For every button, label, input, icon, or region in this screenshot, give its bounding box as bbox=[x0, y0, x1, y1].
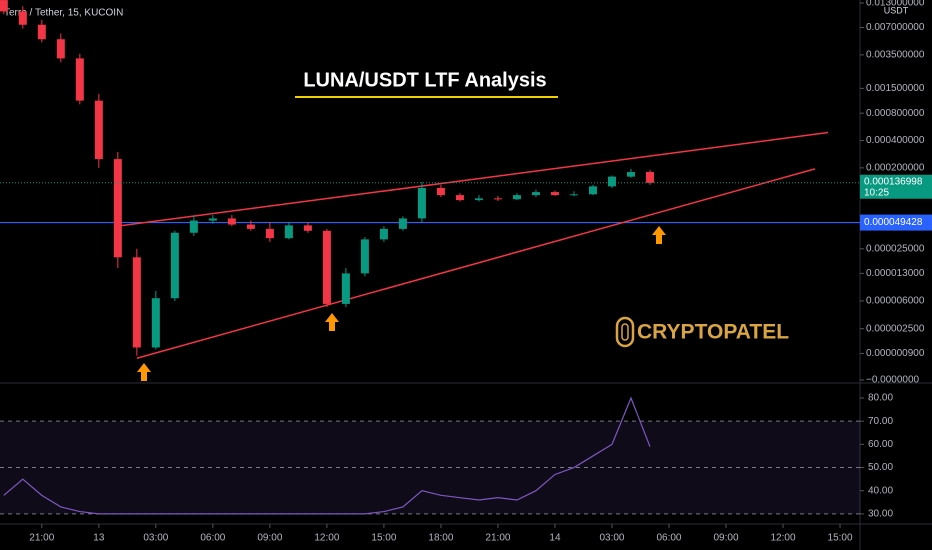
rsi-y-tick-label: 80.00 bbox=[868, 393, 893, 404]
arrow bbox=[325, 313, 339, 331]
rsi-y-tick-label: 40.00 bbox=[868, 485, 893, 496]
rsi-band bbox=[0, 421, 860, 514]
candle-body bbox=[113, 159, 122, 258]
candle-body bbox=[37, 24, 46, 40]
candle-body bbox=[607, 176, 616, 187]
arrow bbox=[137, 363, 151, 381]
candle-body bbox=[246, 224, 255, 229]
candle-body bbox=[531, 192, 540, 196]
x-tick-label: 15:00 bbox=[828, 533, 853, 544]
logo-icon bbox=[621, 323, 629, 341]
candle-body bbox=[360, 239, 369, 274]
arrow bbox=[652, 226, 666, 244]
x-tick-label: 09:00 bbox=[713, 533, 738, 544]
y-tick-label: 0.000200000 bbox=[866, 163, 925, 174]
candle-body bbox=[645, 172, 654, 183]
x-tick-label: 03:00 bbox=[599, 533, 624, 544]
last-price-box bbox=[860, 174, 932, 199]
trendline bbox=[136, 168, 816, 359]
candle-body bbox=[341, 273, 350, 304]
candle-body bbox=[189, 220, 198, 233]
candle-body bbox=[208, 218, 217, 221]
candle-body bbox=[626, 172, 635, 177]
candle-body bbox=[0, 0, 8, 12]
x-tick-label: 06:00 bbox=[656, 533, 681, 544]
candle-body bbox=[474, 198, 483, 201]
arrows bbox=[137, 226, 666, 381]
x-tick-label: 14 bbox=[549, 533, 561, 544]
candle-body bbox=[151, 298, 160, 348]
rsi-y-tick-label: 30.00 bbox=[868, 509, 893, 520]
candle-body bbox=[417, 187, 426, 219]
y-tick-label: 0.000025000 bbox=[866, 243, 925, 254]
candle-body bbox=[322, 230, 331, 304]
candle-body bbox=[512, 195, 521, 200]
candle-body bbox=[550, 192, 559, 196]
x-tick-label: 06:00 bbox=[200, 533, 225, 544]
candle-body bbox=[569, 194, 578, 196]
rsi-y-tick-label: 50.00 bbox=[868, 462, 893, 473]
y-tick-label: 0.000002500 bbox=[866, 323, 925, 334]
logo-icon bbox=[615, 316, 635, 348]
trendline bbox=[116, 131, 829, 227]
x-tick-label: 12:00 bbox=[314, 533, 339, 544]
symbol: Terra / Tether, 15, KUCOIN bbox=[4, 8, 123, 19]
x-tick-label: 21:00 bbox=[485, 533, 510, 544]
candle-body bbox=[436, 187, 445, 196]
x-tick-label: 12:00 bbox=[771, 533, 796, 544]
y-tick-label: −0.0000000 bbox=[866, 375, 920, 386]
candle-body bbox=[303, 225, 312, 231]
x-tick-label: 03:00 bbox=[143, 533, 168, 544]
x-tick-label: 13 bbox=[93, 533, 105, 544]
y-tick-label: 0.000000900 bbox=[866, 348, 925, 359]
candle-body bbox=[75, 58, 84, 101]
y-tick-label: 0.003500000 bbox=[866, 50, 925, 61]
y-tick-label: 0.001500000 bbox=[866, 83, 925, 94]
candle-body bbox=[170, 232, 179, 299]
last-price-label: 0.000136998 bbox=[864, 176, 923, 187]
y-tick-label: 0.000400000 bbox=[866, 135, 925, 146]
candle-body bbox=[132, 257, 141, 348]
candle-body bbox=[284, 225, 293, 239]
countdown-label: 10:25 bbox=[864, 187, 889, 198]
y-tick-label: 0.000006000 bbox=[866, 296, 925, 307]
y-tick-label: 0.000013000 bbox=[866, 268, 925, 279]
y-tick-label: 0.007000000 bbox=[866, 22, 925, 33]
x-tick-label: 18:00 bbox=[428, 533, 453, 544]
candle-body bbox=[227, 218, 236, 225]
y-tick-label: 0.013000000 bbox=[866, 0, 925, 9]
rsi-line bbox=[3, 396, 651, 515]
logo: CRYPTOPATEL bbox=[615, 316, 789, 348]
candle-body bbox=[265, 228, 274, 239]
rsi-y-tick-label: 70.00 bbox=[868, 416, 893, 427]
y-tick-label: 0.000800000 bbox=[866, 108, 925, 119]
logo-text: CRYPTOPATEL bbox=[637, 321, 789, 344]
candle-body bbox=[398, 218, 407, 229]
rsi-y-tick-label: 60.00 bbox=[868, 439, 893, 450]
candle-body bbox=[94, 100, 103, 160]
x-tick-label: 15:00 bbox=[371, 533, 396, 544]
candle-body bbox=[493, 198, 502, 200]
x-tick-label: 09:00 bbox=[257, 533, 282, 544]
candle-body bbox=[379, 228, 388, 240]
currency: USDT bbox=[884, 5, 909, 15]
candle-body bbox=[588, 186, 597, 195]
candle-body bbox=[455, 195, 464, 201]
chart-title: LUNA/USDT LTF Analysis bbox=[303, 69, 546, 91]
support-box bbox=[860, 214, 932, 231]
x-tick-label: 21:00 bbox=[29, 533, 54, 544]
candle-body bbox=[56, 39, 65, 59]
support-label: 0.000049428 bbox=[864, 217, 923, 228]
candle-body bbox=[18, 11, 27, 25]
